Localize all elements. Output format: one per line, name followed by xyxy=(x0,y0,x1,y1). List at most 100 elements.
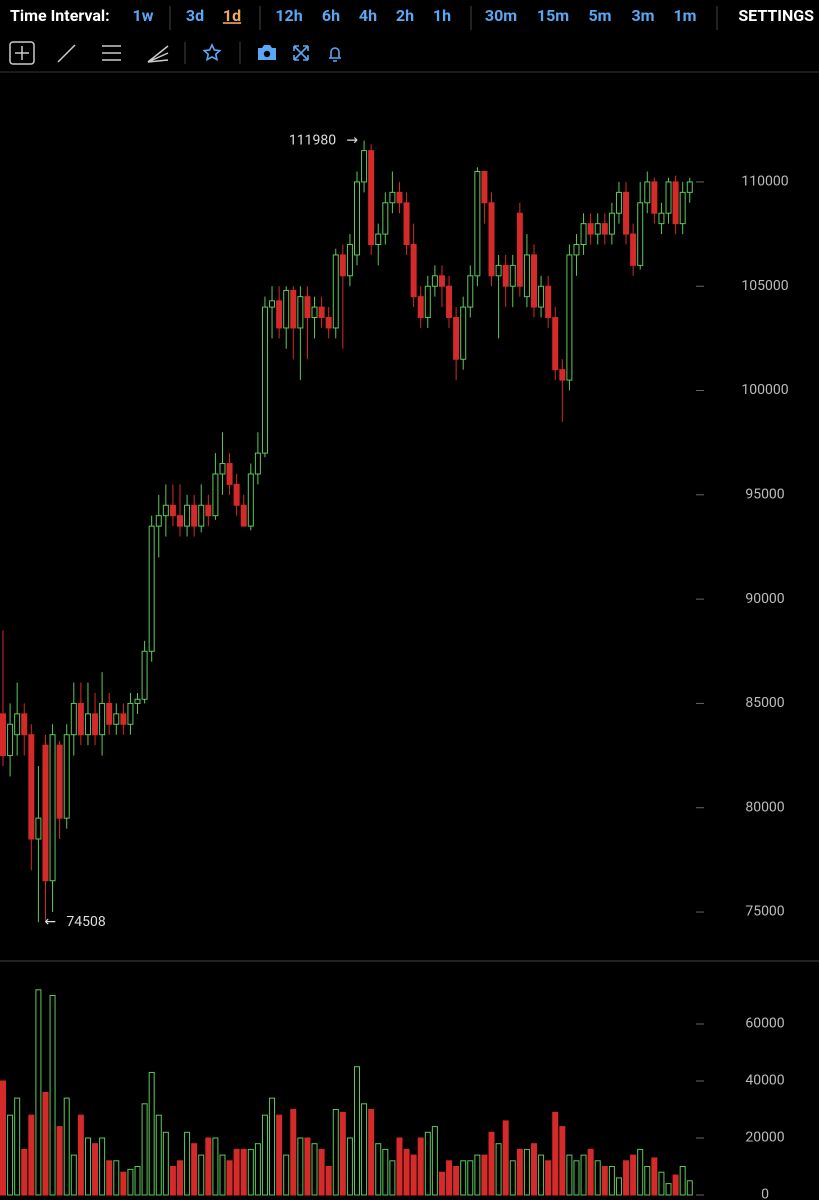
interval-button[interactable]: 5m xyxy=(588,6,611,25)
candle-body xyxy=(410,244,417,298)
volume-bar xyxy=(375,1143,382,1196)
candle-body xyxy=(311,306,318,319)
volume-bar xyxy=(177,1160,183,1196)
horizontal-lines-tool[interactable] xyxy=(102,45,121,61)
candle-body xyxy=(630,233,637,266)
candle-body xyxy=(686,181,693,193)
y-tick-label: 110000 xyxy=(741,174,788,190)
volume-bar xyxy=(311,1143,318,1196)
interval-button[interactable]: 1m xyxy=(673,6,696,25)
volume-bar xyxy=(325,1165,332,1196)
volume-bar xyxy=(637,1148,644,1196)
volume-bar xyxy=(233,1148,240,1196)
volume-bar xyxy=(169,1165,176,1196)
candle-body xyxy=(538,285,545,308)
candle-body xyxy=(672,181,679,225)
alert-icon[interactable] xyxy=(329,47,341,62)
interval-button[interactable]: 1h xyxy=(433,6,451,25)
candle-body xyxy=(424,285,431,319)
interval-button[interactable]: 12h xyxy=(275,6,302,25)
candle-body xyxy=(658,212,665,225)
candle-body xyxy=(361,150,368,183)
volume-bar xyxy=(254,1143,261,1196)
crosshair-tool[interactable] xyxy=(9,41,35,65)
candle-body xyxy=(615,191,622,214)
volume-bar xyxy=(354,1066,360,1196)
y-tick-label: 90000 xyxy=(745,591,784,607)
volume-bar xyxy=(304,1137,311,1196)
volume-bar xyxy=(545,1160,552,1196)
settings-button[interactable]: SETTINGS xyxy=(738,6,814,25)
candle-body xyxy=(254,452,261,475)
interval-button[interactable]: 1d xyxy=(223,6,241,25)
candle-body xyxy=(481,171,488,204)
candle-body xyxy=(226,463,233,485)
candle-body xyxy=(516,212,523,287)
interval-button[interactable]: 3d xyxy=(186,6,204,25)
interval-button[interactable]: 1w xyxy=(133,6,154,25)
candle-body xyxy=(269,300,276,308)
candle-body xyxy=(651,181,658,214)
crosshair-icon xyxy=(15,46,29,60)
volume-bar xyxy=(297,1137,304,1196)
volume-bar xyxy=(665,1183,672,1196)
volume-bar xyxy=(403,1148,410,1196)
favorite-icon[interactable] xyxy=(202,43,222,62)
volume-bar xyxy=(212,1137,219,1196)
volume-bar xyxy=(113,1160,120,1196)
interval-button[interactable]: 6h xyxy=(322,6,340,25)
min-arrow: ← xyxy=(44,914,56,930)
volume-bar xyxy=(644,1165,651,1196)
volume-bar xyxy=(0,1080,6,1196)
interval-button[interactable]: 2h xyxy=(396,6,414,25)
interval-button[interactable]: 4h xyxy=(359,6,377,25)
candle-body xyxy=(14,713,21,736)
volume-bar xyxy=(35,989,42,1196)
candle-body xyxy=(608,212,615,235)
interval-button[interactable]: 15m xyxy=(537,6,569,25)
candle-body xyxy=(665,181,672,214)
volume-bar xyxy=(594,1160,601,1196)
candle-body xyxy=(339,254,346,277)
volume-bar xyxy=(538,1154,545,1196)
candle-body xyxy=(354,181,360,256)
candle-body xyxy=(148,525,155,652)
volume-bar xyxy=(368,1108,375,1196)
volume-bar xyxy=(120,1171,127,1196)
interval-button[interactable]: 3m xyxy=(631,6,654,25)
fan-tool[interactable] xyxy=(147,45,169,63)
candle-body xyxy=(304,296,311,319)
candle-body xyxy=(35,817,42,840)
volume-bar xyxy=(361,1103,368,1196)
volume-bar xyxy=(446,1160,453,1196)
candle-body xyxy=(205,504,212,517)
trendline-tool[interactable] xyxy=(57,44,76,63)
volume-bar xyxy=(460,1160,467,1196)
candle-body xyxy=(594,223,601,235)
candle-body xyxy=(247,473,254,527)
y-tick-label: 0 xyxy=(761,1187,769,1200)
candle-body xyxy=(177,515,183,527)
volume-bar xyxy=(205,1137,212,1196)
candle-body xyxy=(573,244,580,256)
separators xyxy=(169,6,718,64)
volume-bar xyxy=(502,1120,509,1196)
candle-body xyxy=(382,202,389,235)
candle-body xyxy=(240,504,247,527)
volume-bar xyxy=(559,1126,566,1196)
volume-bar xyxy=(651,1157,658,1196)
candle-body xyxy=(77,702,84,736)
y-tick-label: 40000 xyxy=(745,1073,784,1089)
candle-body xyxy=(184,504,191,527)
y-tick-label: 80000 xyxy=(745,799,784,815)
volume-bar xyxy=(481,1154,488,1196)
candle-body xyxy=(198,504,205,527)
volume-bar xyxy=(601,1165,608,1196)
interval-button[interactable]: 30m xyxy=(485,6,517,25)
volume-bar xyxy=(467,1160,474,1196)
candle-body xyxy=(467,275,474,308)
volume-bar xyxy=(587,1148,594,1196)
volume-bar xyxy=(424,1131,431,1196)
fullscreen-icon[interactable] xyxy=(293,45,309,61)
